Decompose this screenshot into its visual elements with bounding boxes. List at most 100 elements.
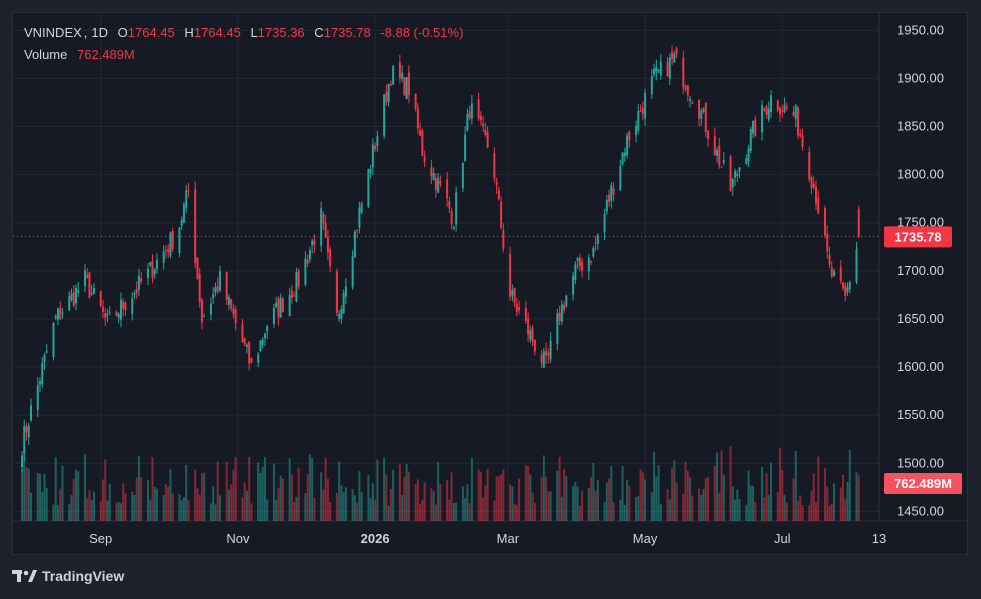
candle-body <box>540 355 543 363</box>
price-chart[interactable]: 1950.00 1900.00 1850.00 1800.00 1750.00 1700.… <box>13 13 969 556</box>
volume-bar <box>101 479 104 521</box>
candle-body <box>277 298 280 318</box>
candle-body <box>549 340 552 360</box>
volume-bar <box>518 478 521 521</box>
candle-body <box>770 95 773 113</box>
candle-body <box>468 111 471 118</box>
volume-bar <box>52 504 55 521</box>
volume-bar <box>216 461 219 521</box>
price-tick-label: 1850.00 <box>897 119 944 134</box>
candle-body <box>565 295 568 306</box>
change-value: -8.88 (-0.51%) <box>380 25 464 40</box>
candle-body <box>403 77 406 96</box>
volume-bar <box>45 487 48 521</box>
candle-body <box>178 227 181 254</box>
candle-body <box>846 287 849 292</box>
candle-body <box>340 309 343 319</box>
volume-bar <box>770 462 773 521</box>
candle-body <box>497 190 500 199</box>
candle-body <box>484 129 487 135</box>
volume-bar <box>432 491 435 521</box>
candle-body <box>419 130 422 137</box>
volume-bar <box>596 479 599 521</box>
candle-body <box>792 112 795 116</box>
volume-bar <box>815 502 818 521</box>
candle-body <box>338 313 341 319</box>
volume-bar <box>326 478 329 521</box>
volume-bar <box>668 499 671 521</box>
candle-body <box>558 312 561 322</box>
candle-body <box>151 261 154 278</box>
chart-panel[interactable]: 1950.00 1900.00 1850.00 1800.00 1750.00 1700.… <box>12 12 969 556</box>
volume-bar <box>371 483 374 521</box>
volume-bar <box>430 488 433 521</box>
volume-bar <box>232 469 235 521</box>
volume-bar <box>797 500 800 521</box>
volume-bar <box>698 488 701 521</box>
price-tick-label: 1650.00 <box>897 311 944 326</box>
volume-bar <box>799 495 802 521</box>
candle-body <box>68 296 71 311</box>
volume-bar <box>88 490 91 521</box>
volume-bar <box>306 474 309 521</box>
volume-bar <box>329 502 332 521</box>
candle-body <box>716 149 719 156</box>
candle-body <box>414 93 417 109</box>
interval-label: 1D <box>91 25 109 40</box>
volume-bar <box>765 473 768 521</box>
candle-body <box>754 119 757 136</box>
price-tick-label: 1600.00 <box>897 359 944 374</box>
candle-body <box>227 296 230 305</box>
volume-bar <box>419 503 422 521</box>
volume-bar <box>581 491 584 521</box>
volume-bar <box>277 488 280 521</box>
price-tick-label: 1900.00 <box>897 70 944 85</box>
candle-body <box>243 338 246 345</box>
candle-body <box>594 242 597 244</box>
volume-bar <box>259 473 262 521</box>
candle-body <box>83 270 86 286</box>
volume-bar <box>275 499 278 521</box>
candle-body <box>572 275 575 295</box>
volume-bar <box>482 497 485 521</box>
candle-body <box>180 219 183 226</box>
candle-body <box>59 307 62 319</box>
candle-body <box>603 213 606 232</box>
candle-body <box>279 297 282 318</box>
candle-body <box>261 339 264 346</box>
volume-bar <box>527 465 530 521</box>
candle-body <box>430 167 433 177</box>
candle-body <box>527 318 530 335</box>
volume-bar <box>824 468 827 521</box>
volume-bar <box>398 464 401 521</box>
low-value: L1735.36 <box>250 25 305 40</box>
volume-bar <box>785 502 788 521</box>
candle-body <box>257 354 260 363</box>
candle-body <box>275 302 278 308</box>
candle-body <box>581 261 584 271</box>
candle-body <box>353 231 356 258</box>
volume-bar <box>542 455 545 521</box>
candle-body <box>765 106 768 115</box>
candle-body <box>164 250 167 252</box>
tradingview-logo[interactable]: TradingView <box>12 568 124 584</box>
price-tick-label: 1800.00 <box>897 167 944 182</box>
candle-body <box>495 181 498 186</box>
volume-bar <box>574 482 577 521</box>
candle-body <box>351 256 354 288</box>
candle-body <box>74 288 77 304</box>
candle-body <box>326 237 329 253</box>
volume-bar <box>137 456 140 521</box>
candle-body <box>122 301 125 309</box>
volume-bar <box>131 491 134 521</box>
volume-bar <box>288 458 291 521</box>
volume-bar <box>468 503 471 521</box>
volume-bar <box>68 503 71 521</box>
candle-body <box>392 65 395 85</box>
volume-bar <box>70 494 73 521</box>
candle-body <box>684 86 687 90</box>
candle-body <box>713 135 716 156</box>
candle-body <box>761 104 764 133</box>
volume-bar <box>133 494 136 521</box>
candle-body <box>200 299 203 323</box>
